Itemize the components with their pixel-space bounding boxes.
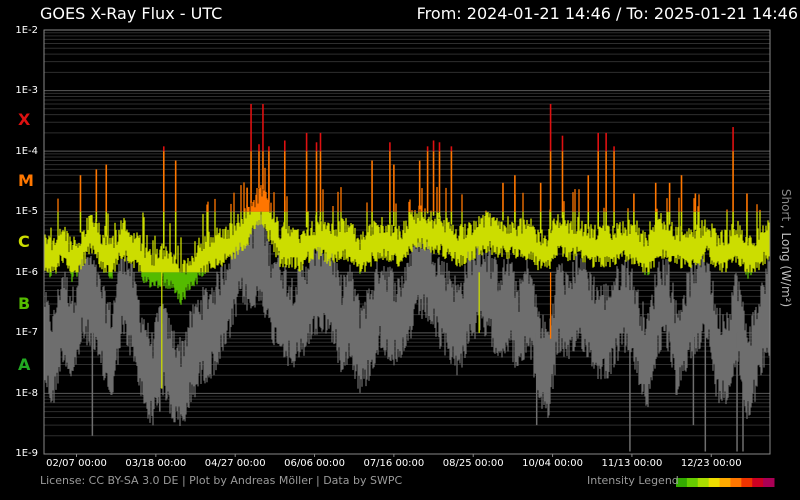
- y-axis-label-short: Short: [779, 188, 793, 222]
- flare-class-a: A: [18, 355, 31, 374]
- y-tick-label: 1E-4: [15, 146, 38, 157]
- date-range: From: 2024-01-21 14:46 / To: 2025-01-21 …: [416, 4, 798, 23]
- intensity-legend-swatch: [697, 478, 710, 487]
- x-tick-label: 03/18 00:00: [125, 458, 187, 469]
- y-tick-label: 1E-5: [15, 206, 38, 217]
- intensity-legend-swatch: [752, 478, 764, 487]
- y-tick-label: 1E-8: [15, 388, 38, 399]
- intensity-legend-swatch: [763, 478, 775, 487]
- intensity-legend-swatch: [741, 478, 753, 487]
- y-axis-label: Short , Long (W/m²): [779, 189, 793, 307]
- intensity-legend-swatch: [730, 478, 742, 487]
- y-tick-label: 1E-7: [15, 327, 38, 338]
- intensity-legend-swatch: [686, 478, 699, 487]
- long-series: [44, 167, 770, 389]
- x-tick-label: 08/25 00:00: [442, 458, 504, 469]
- y-tick-label: 1E-6: [15, 267, 38, 278]
- flare-class-b: B: [18, 294, 31, 313]
- chart-title: GOES X-Ray Flux - UTC: [40, 4, 223, 23]
- intensity-legend-swatch: [676, 478, 688, 487]
- y-tick-label: 1E-2: [15, 25, 38, 36]
- intensity-legend-label: Intensity Legend: [587, 474, 679, 487]
- y-axis-label-long: Long (W/m²): [779, 232, 793, 308]
- license-text: License: CC BY-SA 3.0 DE | Plot by Andre…: [40, 474, 403, 487]
- x-tick-label: 02/07 00:00: [46, 458, 107, 469]
- flare-class-m: M: [18, 171, 34, 190]
- x-tick-label: 04/27 00:00: [204, 458, 266, 469]
- flare-class-x: X: [18, 110, 31, 129]
- flare-class-c: C: [18, 232, 30, 251]
- x-tick-label: 07/16 00:00: [363, 458, 425, 469]
- x-tick-label: 06/06 00:00: [284, 458, 345, 469]
- x-tick-label: 12/23 00:00: [680, 458, 742, 469]
- x-tick-label: 10/04 00:00: [522, 458, 583, 469]
- flare-peaks: [79, 104, 748, 260]
- y-tick-label: 1E-9: [15, 448, 38, 459]
- y-tick-label: 1E-3: [15, 85, 38, 96]
- intensity-legend-swatch: [708, 478, 721, 487]
- plot-frame: [43, 29, 771, 455]
- x-tick-label: 11/13 00:00: [601, 458, 663, 469]
- y-axis-label-sep: ,: [779, 221, 793, 233]
- intensity-legend-swatch: [719, 478, 731, 487]
- intensity-legend-bar: [676, 478, 775, 487]
